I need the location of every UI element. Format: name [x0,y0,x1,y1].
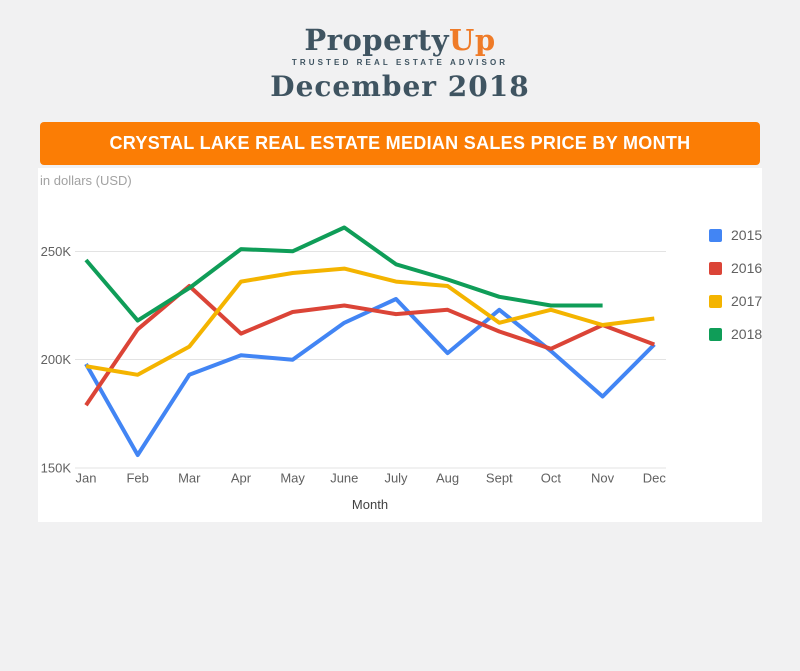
brand-tagline: TRUSTED REAL ESTATE ADVISOR [291,58,509,67]
series-line-2015 [84,297,656,457]
x-tick-label-Jan: Jan [76,471,97,486]
legend-item-2018: 2018 [709,326,763,342]
brand-logo: PropertyUp [0,26,800,55]
x-tick-label-June: June [330,471,358,486]
legend-swatch-2016 [709,261,722,275]
series-line-2017 [85,266,655,377]
x-axis-title: Month [352,497,388,512]
chart-units-label: in dollars (USD) [40,173,132,188]
brand-primary: Property [304,23,450,57]
legend-label-2017: 2017 [731,293,763,309]
brand-accent: Up [449,23,496,57]
legend-swatch-2017 [709,294,722,308]
x-tick-label-Nov: Nov [591,471,615,486]
x-tick-label-Oct: Oct [541,471,562,486]
report-title: CRYSTAL LAKE REAL ESTATE MEDIAN SALES PR… [109,133,691,153]
report-period: December 2018 [270,70,530,103]
y-tick-label-250K: 250K [41,244,72,259]
legend-label-2015: 2015 [731,227,763,243]
header: PropertyUp TRUSTED REAL ESTATE ADVISOR D… [0,0,800,101]
legend-label-2016: 2016 [731,260,763,276]
chart-legend: 2015 2016 2017 2018 [709,227,763,360]
x-tick-label-Sept: Sept [486,471,513,486]
x-tick-label-Aug: Aug [436,471,459,486]
x-tick-label-Dec: Dec [643,471,667,486]
series-line-2018 [84,225,603,323]
x-tick-label-July: July [384,471,408,486]
median-price-line-chart: 150K 200K 250K Jan Feb Mar Apr May June July Aug Se… [41,225,667,512]
y-tick-label-150K: 150K [41,461,72,476]
legend-item-2017: 2017 [709,293,763,309]
report-title-banner: CRYSTAL LAKE REAL ESTATE MEDIAN SALES PR… [40,122,760,165]
x-tick-label-Feb: Feb [126,471,148,486]
legend-label-2018: 2018 [731,326,763,342]
x-tick-label-May: May [280,471,305,486]
legend-swatch-2015 [709,228,722,242]
legend-item-2016: 2016 [709,260,763,276]
legend-item-2015: 2015 [709,227,763,243]
x-tick-label-Mar: Mar [178,471,201,486]
legend-swatch-2018 [709,327,722,341]
x-tick-label-Apr: Apr [231,471,252,486]
chart-card: in dollars (USD) 150K 200K 250K Jan Feb Mar Ap… [38,168,762,522]
y-tick-label-200K: 200K [41,352,72,367]
